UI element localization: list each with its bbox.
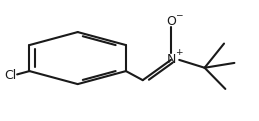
Text: +: + (175, 48, 182, 57)
Text: Cl: Cl (4, 68, 16, 82)
Text: N: N (166, 53, 176, 66)
Text: −: − (175, 10, 182, 19)
Text: O: O (166, 15, 176, 28)
